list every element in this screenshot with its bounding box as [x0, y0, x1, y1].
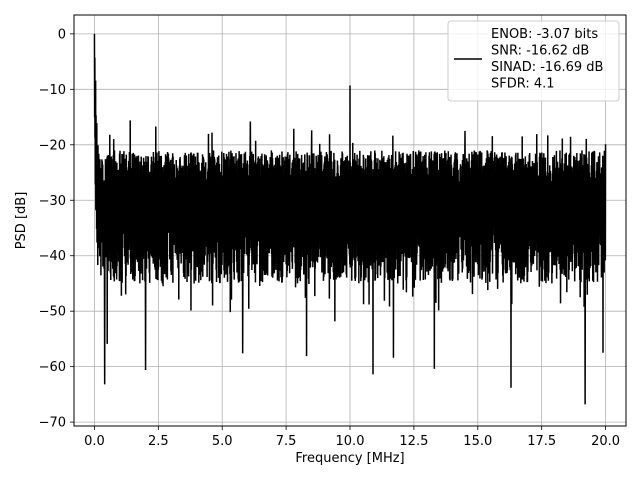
y-tick-label: −50 [39, 305, 66, 320]
y-tick-label: −30 [39, 194, 66, 209]
x-tick-label: 20.0 [591, 434, 620, 449]
x-tick-label: 12.5 [399, 434, 428, 449]
x-tick-label: 7.5 [276, 434, 297, 449]
y-tick-label: −60 [39, 360, 66, 375]
x-tick-label: 0.0 [84, 434, 105, 449]
x-tick-label: 5.0 [212, 434, 233, 449]
x-tick-label: 15.0 [463, 434, 492, 449]
x-axis-label: Frequency [MHz] [295, 451, 404, 466]
legend-enob: ENOB: -3.07 bits [491, 27, 598, 42]
plot-area [93, 33, 607, 405]
y-tick-label: 0 [58, 27, 66, 42]
y-axis-ticks: 0 −10 −20 −30 −40 −50 −60 −70 [39, 27, 74, 431]
y-tick-label: −20 [39, 138, 66, 153]
legend: ENOB: -3.07 bits SNR: -16.62 dB SINAD: -… [447, 20, 620, 102]
x-tick-label: 10.0 [336, 434, 365, 449]
psd-series-line [93, 33, 607, 405]
x-tick-label: 2.5 [148, 434, 169, 449]
x-axis-ticks: 0.0 2.5 5.0 7.5 10.0 12.5 15.0 17.5 20.0 [84, 426, 620, 449]
legend-sinad: SINAD: -16.69 dB [491, 60, 603, 75]
y-axis-label: PSD [dB] [14, 192, 29, 250]
x-tick-label: 17.5 [527, 434, 556, 449]
y-tick-label: −70 [39, 416, 66, 431]
y-tick-label: −10 [39, 83, 66, 98]
y-tick-label: −40 [39, 249, 66, 264]
legend-sfdr: SFDR: 4.1 [491, 77, 555, 92]
legend-snr: SNR: -16.62 dB [491, 44, 589, 59]
legend-box [447, 20, 620, 102]
